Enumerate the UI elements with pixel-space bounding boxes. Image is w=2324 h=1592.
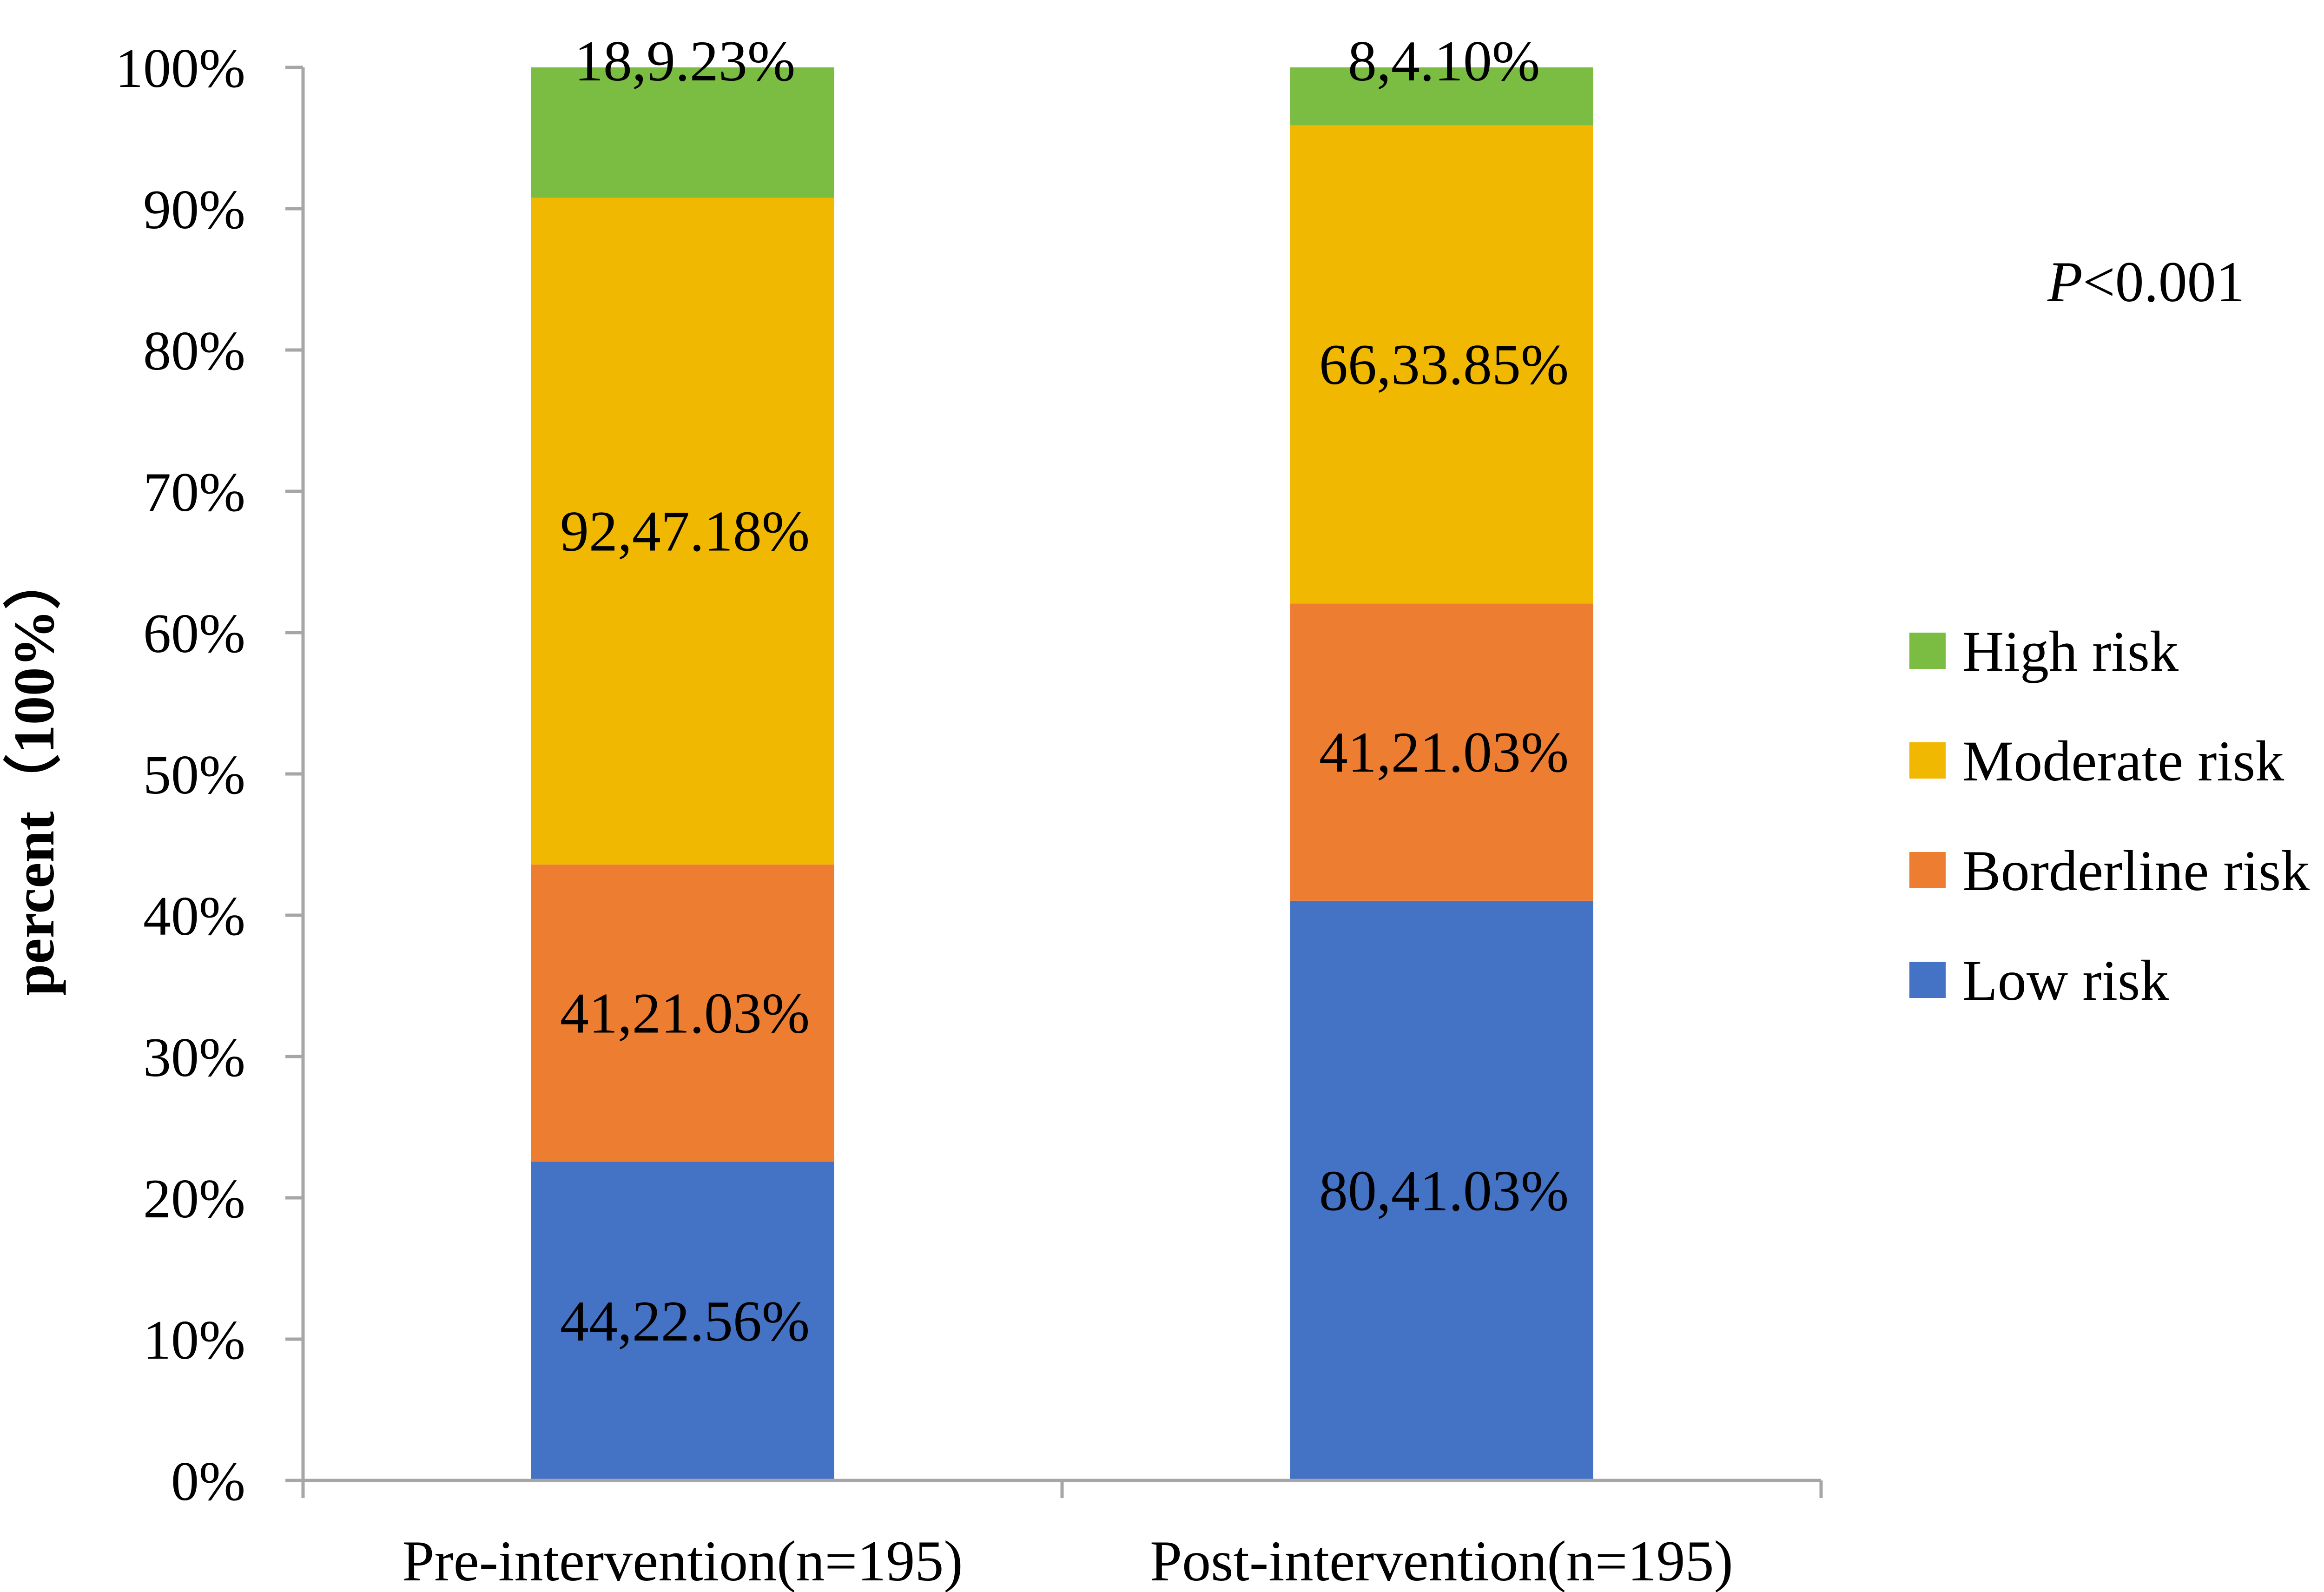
legend: High risk Moderate risk Borderline risk Low… bbox=[1909, 620, 2310, 1012]
axes bbox=[301, 67, 1821, 1482]
bar-segment bbox=[531, 67, 834, 198]
y-tick-label: 50% bbox=[143, 744, 245, 806]
legend-label: Borderline risk bbox=[1962, 839, 2310, 903]
bar-segment bbox=[531, 198, 834, 865]
data-label: 44,22.56% bbox=[560, 1289, 810, 1353]
legend-label: Low risk bbox=[1962, 949, 2169, 1012]
p-value-italic: P bbox=[2047, 250, 2083, 314]
legend-label: High risk bbox=[1962, 620, 2179, 683]
data-label: 66,33.85% bbox=[1319, 333, 1569, 396]
y-tick-label: 40% bbox=[143, 885, 245, 947]
bar-segment bbox=[1290, 603, 1593, 901]
data-label: 80,41.03% bbox=[1319, 1159, 1569, 1222]
y-axis-title: percent（100%） bbox=[2, 552, 66, 996]
y-tick-label: 70% bbox=[143, 461, 245, 523]
legend-swatch bbox=[1909, 962, 1946, 998]
p-value-text: <0.001 bbox=[2083, 250, 2245, 314]
data-label: 41,21.03% bbox=[1319, 720, 1569, 784]
y-tick-label: 60% bbox=[143, 602, 245, 664]
bars bbox=[531, 67, 1593, 1480]
y-tick-label: 20% bbox=[143, 1168, 245, 1229]
bar-segment bbox=[531, 864, 834, 1162]
data-label: 8,4.10% bbox=[1348, 29, 1540, 93]
y-tick-label: 100% bbox=[115, 37, 245, 99]
data-label: 92,47.18% bbox=[560, 500, 810, 563]
bar-segment bbox=[1290, 900, 1593, 1480]
y-tick-label: 0% bbox=[171, 1450, 245, 1512]
y-tick-label: 80% bbox=[143, 320, 245, 382]
data-label: 18,9.23% bbox=[574, 29, 795, 93]
y-tick-label: 90% bbox=[143, 178, 245, 240]
bar-segment bbox=[1290, 125, 1593, 604]
legend-swatch bbox=[1909, 742, 1946, 779]
x-category-label: Post-intervention(n=195) bbox=[1150, 1529, 1733, 1592]
data-label: 41,21.03% bbox=[560, 982, 810, 1045]
bar-segment bbox=[1290, 67, 1593, 126]
y-axis-ticks: 0% 10% 20% 30% 40% 50% 60% 70% 80% 90% 100% bbox=[115, 37, 303, 1512]
y-tick-label: 10% bbox=[143, 1309, 245, 1371]
x-axis-ticks: Pre-intervention(n=195) Post-intervention… bbox=[301, 1480, 1823, 1592]
legend-swatch bbox=[1909, 852, 1946, 888]
legend-swatch bbox=[1909, 633, 1946, 669]
legend-label: Moderate risk bbox=[1962, 729, 2284, 793]
p-value-annotation: P<0.001 bbox=[2047, 250, 2245, 314]
x-category-label: Pre-intervention(n=195) bbox=[402, 1529, 963, 1592]
bar-segment bbox=[531, 1162, 834, 1480]
y-tick-label: 30% bbox=[143, 1026, 245, 1088]
data-labels: 44,22.56% 41,21.03% 92,47.18% 18,9.23% 80,41… bbox=[560, 29, 1569, 1353]
